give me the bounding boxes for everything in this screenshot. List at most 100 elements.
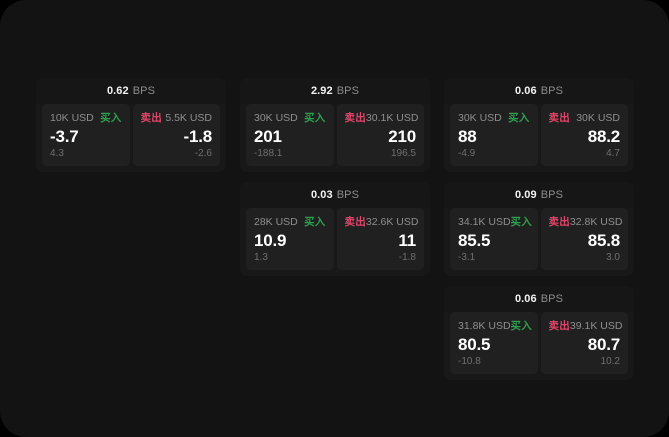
sell-price: 80.7	[587, 334, 620, 354]
buy-notional: 30K USD	[458, 111, 502, 124]
sell-panel[interactable]: 卖出 30K USD 88.2 4.7	[540, 104, 628, 166]
sell-panel-header: 卖出 32.8K USD	[548, 215, 623, 229]
sell-notional: 5.5K USD	[165, 111, 212, 124]
sell-panel[interactable]: 卖出 32.6K USD 11 -1.8	[336, 208, 424, 270]
board-column-3: 0.06 BPS 30K USD 买入 88 -4.9 卖出 30K USD 88.2 4.7 0.…	[444, 78, 634, 380]
buy-action-tag[interactable]: 买入	[100, 112, 122, 124]
buy-price: 80.5	[458, 334, 491, 354]
bps-value: 2.92	[310, 85, 333, 97]
sell-action-tag[interactable]: 卖出	[344, 112, 366, 124]
buy-delta: -188.1	[254, 148, 283, 159]
card-header: 2.92 BPS	[240, 78, 430, 104]
buy-price: 88	[458, 126, 477, 146]
buy-notional: 10K USD	[50, 111, 94, 124]
bps-value: 0.62	[106, 85, 129, 97]
buy-panel[interactable]: 10K USD 买入 -3.7 4.3	[42, 104, 130, 166]
buy-panel[interactable]: 34.1K USD 买入 85.5 -3.1	[450, 208, 538, 270]
buy-delta: -10.8	[458, 356, 481, 367]
bps-value: 0.03	[310, 189, 333, 201]
sell-delta: 10.2	[600, 356, 620, 367]
sell-action-tag[interactable]: 卖出	[548, 216, 570, 228]
card-header: 0.06 BPS	[444, 78, 634, 104]
quote-card[interactable]: 0.06 BPS 30K USD 买入 88 -4.9 卖出 30K USD 88.2 4.7	[444, 78, 634, 172]
sell-notional: 30K USD	[576, 111, 620, 124]
buy-action-tag[interactable]: 买入	[510, 216, 532, 228]
sell-action-tag[interactable]: 卖出	[548, 112, 570, 124]
buy-panel[interactable]: 30K USD 买入 88 -4.9	[450, 104, 538, 166]
sell-panel[interactable]: 卖出 30.1K USD 210 196.5	[336, 104, 424, 166]
sell-notional: 30.1K USD	[365, 111, 419, 124]
buy-panel-header: 30K USD 买入	[458, 111, 530, 125]
card-body: 30K USD 买入 88 -4.9 卖出 30K USD 88.2 4.7	[444, 104, 634, 166]
buy-delta: -3.1	[458, 252, 476, 263]
bps-unit-label: BPS	[540, 293, 564, 305]
buy-delta: 4.3	[50, 148, 64, 159]
sell-price: 11	[398, 230, 416, 250]
bps-unit-label: BPS	[540, 189, 564, 201]
buy-panel-header: 28K USD 买入	[254, 215, 326, 229]
card-header: 0.09 BPS	[444, 182, 634, 208]
sell-delta: 3.0	[606, 252, 620, 263]
sell-delta: 196.5	[390, 148, 416, 159]
buy-price: 85.5	[458, 230, 491, 250]
buy-notional: 28K USD	[254, 215, 298, 228]
sell-action-tag[interactable]: 卖出	[140, 112, 162, 124]
sell-panel[interactable]: 卖出 39.1K USD 80.7 10.2	[540, 312, 628, 374]
quote-card[interactable]: 0.06 BPS 31.8K USD 买入 80.5 -10.8 卖出 39.1K USD 80…	[444, 286, 634, 380]
card-body: 30K USD 买入 201 -188.1 卖出 30.1K USD 210 196.5	[240, 104, 430, 166]
buy-delta: -4.9	[458, 148, 476, 159]
buy-delta: 1.3	[254, 252, 268, 263]
bps-value: 0.09	[514, 189, 537, 201]
sell-action-tag[interactable]: 卖出	[344, 216, 366, 228]
card-header: 0.03 BPS	[240, 182, 430, 208]
buy-panel-header: 34.1K USD 买入	[458, 215, 532, 229]
card-body: 34.1K USD 买入 85.5 -3.1 卖出 32.8K USD 85.8 3.0	[444, 208, 634, 270]
quote-card-board: 0.62 BPS 10K USD 买入 -3.7 4.3 卖出 5.5K USD -1.8 -2.…	[36, 78, 634, 380]
buy-panel-header: 30K USD 买入	[254, 111, 326, 125]
sell-price: 85.8	[587, 230, 620, 250]
buy-panel[interactable]: 30K USD 买入 201 -188.1	[246, 104, 334, 166]
buy-panel[interactable]: 28K USD 买入 10.9 1.3	[246, 208, 334, 270]
buy-price: -3.7	[50, 126, 79, 146]
sell-price: 210	[388, 126, 416, 146]
board-column-1: 0.62 BPS 10K USD 买入 -3.7 4.3 卖出 5.5K USD -1.8 -2.…	[36, 78, 226, 172]
buy-notional: 34.1K USD	[458, 215, 511, 228]
sell-delta: 4.7	[606, 148, 620, 159]
bps-unit-label: BPS	[336, 85, 360, 97]
bps-unit-label: BPS	[132, 85, 156, 97]
quote-card[interactable]: 2.92 BPS 30K USD 买入 201 -188.1 卖出 30.1K USD 210 1…	[240, 78, 430, 172]
card-body: 28K USD 买入 10.9 1.3 卖出 32.6K USD 11 -1.8	[240, 208, 430, 270]
buy-panel-header: 31.8K USD 买入	[458, 319, 532, 333]
buy-panel[interactable]: 31.8K USD 买入 80.5 -10.8	[450, 312, 538, 374]
buy-action-tag[interactable]: 买入	[508, 112, 530, 124]
quote-card[interactable]: 0.62 BPS 10K USD 买入 -3.7 4.3 卖出 5.5K USD -1.8 -2.…	[36, 78, 226, 172]
sell-action-tag[interactable]: 卖出	[548, 320, 570, 332]
card-body: 10K USD 买入 -3.7 4.3 卖出 5.5K USD -1.8 -2.6	[36, 104, 226, 166]
sell-panel-header: 卖出 30.1K USD	[344, 111, 419, 125]
quote-card[interactable]: 0.09 BPS 34.1K USD 买入 85.5 -3.1 卖出 32.8K USD 85.…	[444, 182, 634, 276]
card-body: 31.8K USD 买入 80.5 -10.8 卖出 39.1K USD 80.7 10.2	[444, 312, 634, 374]
buy-panel-header: 10K USD 买入	[50, 111, 122, 125]
buy-price: 201	[254, 126, 282, 146]
sell-panel-header: 卖出 39.1K USD	[548, 319, 623, 333]
sell-notional: 39.1K USD	[569, 319, 623, 332]
quote-card[interactable]: 0.03 BPS 28K USD 买入 10.9 1.3 卖出 32.6K USD 11 -1.8	[240, 182, 430, 276]
sell-panel-header: 卖出 32.6K USD	[344, 215, 419, 229]
sell-panel[interactable]: 卖出 5.5K USD -1.8 -2.6	[132, 104, 220, 166]
sell-panel-header: 卖出 5.5K USD	[140, 111, 213, 125]
sell-panel[interactable]: 卖出 32.8K USD 85.8 3.0	[540, 208, 628, 270]
bps-value: 0.06	[514, 293, 537, 305]
sell-price: 88.2	[587, 126, 620, 146]
card-header: 0.62 BPS	[36, 78, 226, 104]
sell-panel-header: 卖出 30K USD	[548, 111, 621, 125]
sell-delta: -1.8	[398, 252, 416, 263]
buy-action-tag[interactable]: 买入	[510, 320, 532, 332]
bps-unit-label: BPS	[336, 189, 360, 201]
buy-action-tag[interactable]: 买入	[304, 216, 326, 228]
sell-notional: 32.8K USD	[569, 215, 623, 228]
buy-notional: 30K USD	[254, 111, 298, 124]
buy-price: 10.9	[254, 230, 287, 250]
card-header: 0.06 BPS	[444, 286, 634, 312]
buy-action-tag[interactable]: 买入	[304, 112, 326, 124]
